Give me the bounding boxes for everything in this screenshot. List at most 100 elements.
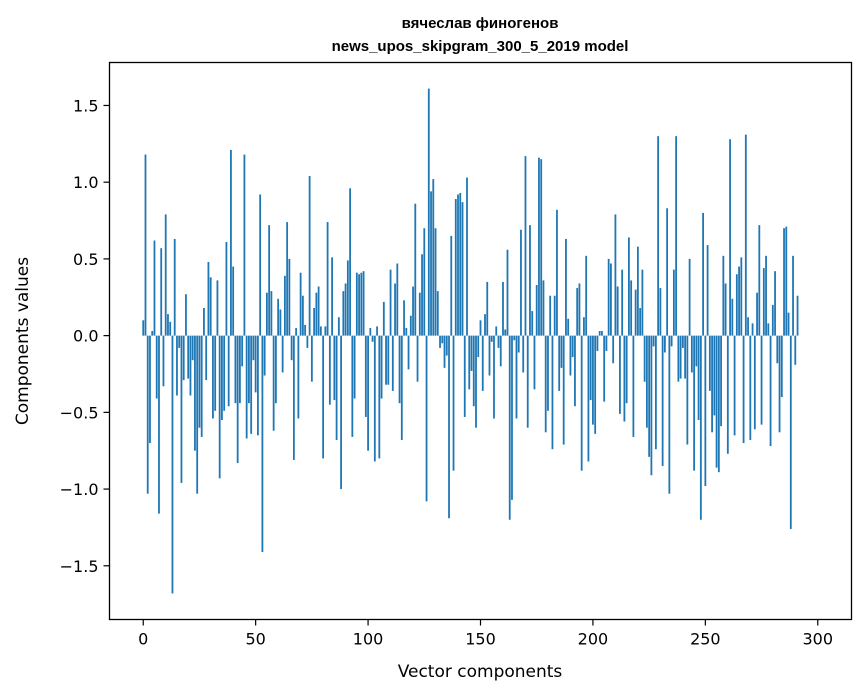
bar bbox=[200, 335, 203, 437]
bar bbox=[315, 292, 318, 336]
x-tick-label: 50 bbox=[245, 630, 265, 649]
bar bbox=[780, 335, 783, 398]
bar bbox=[713, 335, 716, 416]
bar bbox=[196, 335, 199, 494]
bar bbox=[729, 139, 731, 336]
bar bbox=[749, 335, 752, 440]
bar bbox=[218, 335, 221, 479]
bar bbox=[632, 335, 635, 437]
bar bbox=[340, 335, 342, 490]
bar bbox=[585, 255, 588, 336]
bar bbox=[733, 335, 736, 436]
bar bbox=[263, 335, 266, 376]
bar bbox=[149, 335, 151, 444]
bar bbox=[742, 335, 745, 444]
bar bbox=[717, 335, 720, 473]
bar bbox=[279, 309, 282, 336]
bar bbox=[547, 335, 549, 411]
bar bbox=[209, 277, 212, 336]
bar bbox=[562, 335, 565, 445]
bar bbox=[596, 335, 599, 351]
bar bbox=[378, 335, 381, 459]
bar bbox=[360, 272, 363, 336]
bar bbox=[778, 335, 781, 433]
bar bbox=[769, 335, 772, 447]
bar bbox=[783, 228, 785, 336]
bar bbox=[677, 335, 680, 382]
bar bbox=[787, 312, 790, 336]
bar bbox=[158, 335, 160, 514]
bar bbox=[241, 335, 244, 367]
bar bbox=[544, 335, 547, 433]
bar bbox=[299, 272, 302, 336]
bar bbox=[513, 335, 516, 341]
bar bbox=[254, 335, 257, 393]
bar bbox=[171, 335, 174, 594]
bar bbox=[164, 214, 167, 336]
bar bbox=[751, 323, 754, 336]
bar bbox=[466, 177, 468, 336]
bar bbox=[551, 335, 554, 450]
bar bbox=[427, 88, 430, 336]
bar bbox=[726, 335, 729, 454]
y-axis: −1.5 −1.0 −0.5 0.0 0.5 1.0 1.5 bbox=[60, 96, 110, 576]
chart-subtitle: news_upos_skipgram_300_5_2019 model bbox=[332, 38, 629, 55]
bar bbox=[373, 335, 376, 462]
bar bbox=[376, 326, 378, 336]
bar bbox=[767, 323, 770, 336]
bar bbox=[252, 335, 255, 361]
bar bbox=[765, 255, 767, 336]
bar bbox=[358, 274, 360, 336]
bar bbox=[495, 326, 498, 336]
bar bbox=[274, 335, 277, 404]
bar bbox=[497, 335, 500, 348]
bar bbox=[481, 335, 484, 391]
bar bbox=[531, 311, 534, 336]
y-tick-label: −0.5 bbox=[60, 403, 99, 422]
bar bbox=[450, 235, 453, 336]
bar bbox=[418, 292, 421, 336]
bar bbox=[326, 222, 329, 336]
bar bbox=[223, 335, 226, 411]
bar bbox=[558, 335, 561, 391]
bar bbox=[387, 335, 390, 385]
bar bbox=[522, 335, 525, 373]
bar bbox=[412, 286, 414, 336]
bar bbox=[540, 159, 543, 336]
bar bbox=[614, 214, 617, 336]
y-tick-label: −1.5 bbox=[60, 557, 99, 576]
bar bbox=[349, 188, 351, 336]
plot-frame bbox=[108, 61, 853, 621]
bar bbox=[724, 283, 727, 336]
bar bbox=[324, 326, 327, 336]
bar bbox=[506, 249, 509, 336]
bars-group bbox=[142, 88, 799, 594]
bar bbox=[762, 268, 765, 336]
bar bbox=[753, 335, 756, 430]
bar bbox=[144, 154, 147, 336]
bar bbox=[587, 335, 590, 462]
bar bbox=[367, 335, 369, 451]
bar bbox=[394, 283, 396, 336]
bar bbox=[636, 246, 639, 336]
bar bbox=[605, 335, 608, 351]
bar bbox=[477, 335, 480, 358]
y-axis-label: Components values bbox=[13, 257, 33, 425]
bar bbox=[760, 335, 763, 425]
bar bbox=[259, 194, 262, 336]
bar bbox=[679, 335, 682, 379]
bar bbox=[610, 263, 612, 336]
bar bbox=[236, 335, 239, 463]
bar bbox=[659, 288, 662, 336]
bar bbox=[405, 327, 408, 336]
bar bbox=[484, 314, 486, 336]
bar bbox=[173, 238, 176, 336]
bar bbox=[619, 335, 621, 414]
bar bbox=[720, 335, 722, 427]
bar bbox=[290, 335, 293, 361]
bar bbox=[708, 335, 711, 391]
bar bbox=[666, 208, 669, 336]
bar bbox=[176, 335, 178, 396]
bar bbox=[499, 335, 502, 367]
